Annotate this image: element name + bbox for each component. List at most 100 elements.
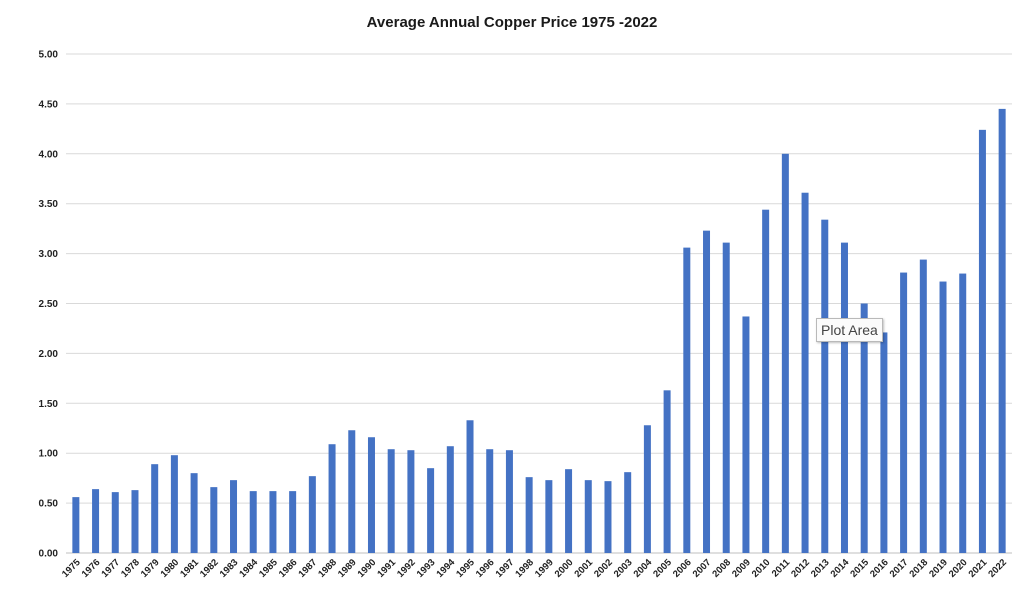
bar [249, 491, 257, 553]
bar [584, 480, 592, 553]
bar [92, 489, 100, 553]
bar [387, 449, 395, 553]
bar [919, 259, 927, 553]
y-tick-label: 2.50 [39, 299, 59, 310]
bars [72, 108, 1006, 554]
x-tick-label: 1984 [237, 557, 260, 580]
bar [308, 476, 316, 553]
bar [466, 420, 474, 553]
bar [604, 481, 612, 553]
y-axis-ticks: 0.00 0.50 1.00 1.50 2.00 2.50 3.00 3.50 4.00 4.50… [39, 50, 59, 560]
x-tick-label: 1999 [533, 557, 556, 580]
y-tick-label: 5.00 [39, 50, 59, 61]
x-tick-label: 2016 [868, 557, 891, 580]
y-tick-label: 1.50 [39, 399, 59, 410]
bar [762, 209, 770, 554]
bar [111, 492, 119, 553]
bar [801, 192, 809, 554]
chart-title: Average Annual Copper Price 1975 -2022 [366, 14, 658, 31]
x-tick-label: 2022 [986, 557, 1009, 580]
x-tick-label: 2005 [651, 557, 674, 580]
plot-area-tooltip: Plot Area [816, 318, 883, 342]
bar [781, 153, 789, 554]
x-tick-label: 2012 [789, 557, 812, 580]
bar [210, 487, 218, 553]
bar [565, 469, 573, 553]
bar [545, 480, 553, 553]
bar [683, 247, 691, 553]
x-tick-label: 2002 [592, 557, 615, 580]
y-tick-label: 3.50 [39, 199, 59, 210]
bar [407, 450, 415, 553]
bar [703, 230, 711, 553]
x-axis-ticks: 1975197619771978197919801981198219831984… [60, 557, 1009, 580]
gridlines [66, 53, 1012, 554]
y-tick-label: 3.00 [39, 249, 59, 260]
x-tick-label: 1975 [60, 557, 83, 580]
x-tick-label: 2000 [553, 557, 576, 580]
bar [860, 303, 868, 553]
x-tick-label: 1991 [375, 557, 398, 580]
bar [131, 490, 139, 553]
bar [978, 129, 986, 553]
x-tick-label: 1978 [119, 557, 142, 580]
bar [269, 491, 277, 553]
bar [72, 497, 80, 553]
x-tick-label: 1988 [316, 557, 339, 580]
x-tick-label: 2001 [572, 557, 595, 580]
bar [151, 464, 159, 553]
x-tick-label: 1980 [159, 557, 182, 580]
bar [328, 444, 336, 553]
bar [427, 468, 435, 553]
bar [663, 390, 671, 553]
x-tick-label: 2011 [770, 557, 793, 580]
bar [998, 108, 1006, 553]
x-tick-label: 1986 [277, 557, 300, 580]
x-tick-label: 1994 [434, 557, 457, 580]
bar [446, 446, 454, 553]
x-tick-label: 1983 [218, 557, 241, 580]
x-tick-label: 1976 [80, 557, 103, 580]
y-tick-label: 2.00 [39, 349, 59, 360]
bar [722, 242, 730, 553]
x-tick-label: 1995 [454, 557, 477, 580]
bar [939, 281, 947, 553]
y-tick-label: 0.00 [39, 549, 59, 560]
bar [230, 480, 238, 553]
x-tick-label: 2020 [947, 557, 970, 580]
bar [525, 477, 533, 553]
x-tick-label: 1998 [513, 557, 536, 580]
bar [900, 272, 908, 553]
bar [505, 450, 513, 553]
x-tick-label: 1992 [395, 557, 418, 580]
bar [624, 472, 632, 553]
bar [289, 491, 297, 553]
x-tick-label: 2021 [967, 557, 990, 580]
x-tick-label: 1987 [297, 557, 320, 580]
bar [367, 437, 375, 553]
x-tick-label: 1993 [415, 557, 438, 580]
x-tick-label: 2003 [612, 557, 635, 580]
bar [742, 316, 750, 553]
bar [959, 273, 967, 553]
bar [486, 449, 494, 553]
x-tick-label: 2008 [710, 557, 733, 580]
x-tick-label: 1989 [336, 557, 359, 580]
bar [170, 455, 178, 553]
x-tick-label: 2007 [691, 557, 714, 580]
bar [348, 430, 356, 553]
x-tick-label: 1985 [257, 557, 280, 580]
y-tick-label: 0.50 [39, 499, 59, 510]
bar [643, 425, 651, 553]
x-tick-label: 2014 [829, 557, 852, 580]
bar [821, 219, 829, 553]
x-tick-label: 2015 [848, 557, 871, 580]
x-tick-label: 1982 [198, 557, 221, 580]
x-tick-label: 2006 [671, 557, 694, 580]
x-tick-label: 2017 [888, 557, 911, 580]
x-tick-label: 2013 [809, 557, 832, 580]
x-tick-label: 1990 [356, 557, 379, 580]
x-tick-label: 2019 [927, 557, 950, 580]
